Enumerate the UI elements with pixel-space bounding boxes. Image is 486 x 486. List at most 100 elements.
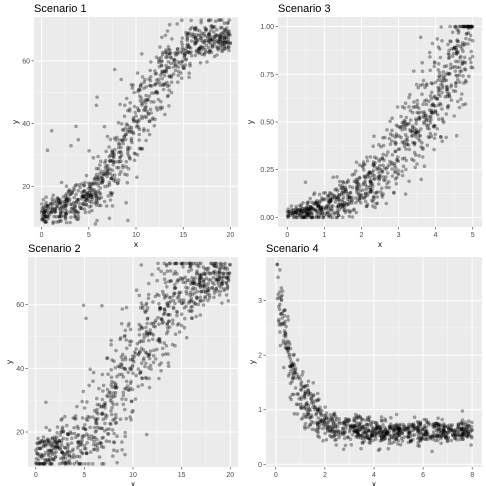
data-point [52, 451, 57, 455]
data-point [159, 64, 164, 68]
data-point [50, 207, 55, 212]
data-point [86, 186, 91, 191]
data-point [186, 261, 190, 266]
data-point [348, 437, 353, 442]
data-point [110, 428, 115, 432]
data-point [326, 214, 331, 219]
data-point [162, 261, 166, 266]
data-point [147, 332, 151, 336]
data-point [432, 123, 436, 128]
data-point [214, 287, 218, 291]
data-point [314, 214, 319, 219]
data-point [388, 424, 393, 429]
data-point [428, 434, 433, 439]
data-point [362, 168, 366, 172]
data-point [433, 94, 437, 99]
data-point [306, 403, 311, 408]
data-point [314, 215, 319, 220]
data-point [394, 123, 399, 127]
data-point [445, 84, 449, 89]
data-point [372, 134, 376, 138]
data-point [76, 440, 80, 445]
data-point [466, 24, 471, 29]
data-point [355, 434, 359, 438]
data-point [454, 80, 458, 85]
data-point [109, 338, 113, 343]
data-point [435, 96, 440, 101]
data-point [75, 454, 80, 459]
data-point [455, 27, 460, 32]
data-point [345, 435, 350, 440]
data-point [109, 396, 113, 400]
data-point [50, 436, 55, 440]
data-point [335, 195, 339, 199]
data-point [100, 436, 104, 440]
data-point [431, 111, 435, 116]
data-point [165, 52, 169, 57]
data-point [214, 33, 219, 38]
data-point [117, 138, 122, 142]
data-point [136, 108, 141, 113]
data-point [220, 25, 224, 30]
data-point [113, 365, 118, 370]
data-point [57, 439, 61, 443]
data-point [295, 376, 300, 380]
data-point [49, 210, 54, 215]
data-point [363, 424, 367, 428]
data-point [58, 201, 63, 206]
data-point [42, 440, 47, 444]
data-point [321, 439, 325, 443]
data-point [289, 364, 294, 368]
data-point [292, 370, 297, 374]
data-point [120, 362, 124, 367]
data-point [76, 439, 81, 444]
data-point [443, 435, 447, 439]
data-point [195, 269, 199, 273]
data-point [161, 83, 165, 88]
data-point [320, 196, 324, 200]
data-point [96, 183, 100, 188]
data-point [445, 87, 449, 92]
data-point [105, 393, 109, 398]
data-point [324, 411, 329, 415]
data-point [51, 221, 55, 225]
data-point [469, 427, 474, 432]
data-point [418, 422, 423, 427]
data-point [445, 439, 450, 444]
data-point [143, 98, 148, 102]
data-point [100, 180, 104, 185]
data-point [404, 138, 408, 142]
data-point [218, 266, 223, 271]
data-point [130, 365, 135, 369]
data-point [64, 211, 68, 215]
data-point [407, 147, 412, 152]
data-point [408, 108, 413, 113]
data-point [45, 148, 50, 152]
data-point [302, 394, 307, 399]
data-point [64, 184, 69, 188]
data-point [172, 272, 176, 276]
data-point [194, 40, 199, 44]
data-point [309, 215, 313, 220]
data-point [93, 191, 98, 195]
data-point [142, 86, 146, 91]
data-point [218, 37, 222, 42]
data-point [453, 436, 458, 441]
data-point [68, 192, 73, 197]
data-point [456, 77, 460, 82]
data-point [326, 429, 330, 434]
y-tick-label: 1 [258, 407, 262, 414]
data-point [98, 441, 102, 446]
data-point [419, 177, 424, 182]
data-point [113, 177, 117, 181]
data-point [370, 182, 375, 186]
data-point [128, 157, 132, 161]
data-point [210, 38, 215, 43]
data-point [114, 420, 119, 425]
data-point [203, 25, 207, 30]
data-point [197, 51, 201, 55]
data-point [94, 443, 98, 448]
data-point [199, 38, 204, 43]
data-point [97, 190, 102, 195]
data-point [96, 177, 101, 182]
